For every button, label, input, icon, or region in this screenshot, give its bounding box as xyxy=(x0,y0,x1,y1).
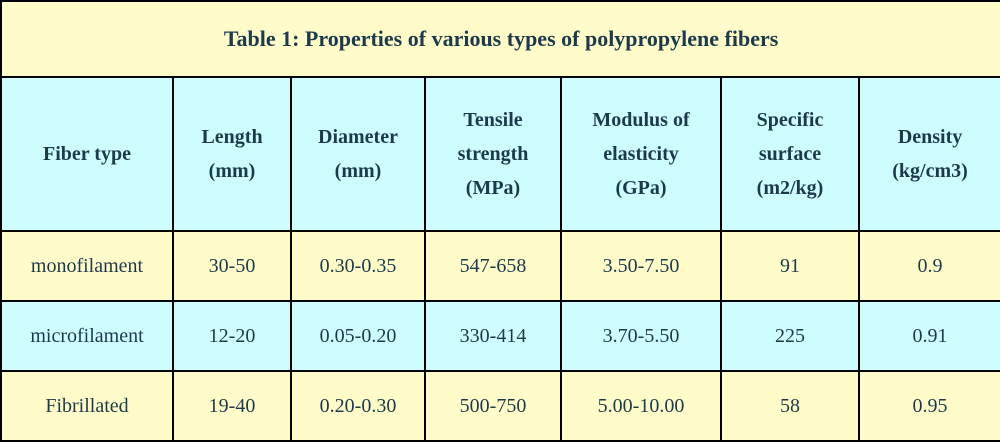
cell-density: 0.9 xyxy=(857,230,1000,302)
cell-diameter: 0.20-0.30 xyxy=(290,370,426,442)
header-length: Length (mm) xyxy=(172,76,292,232)
table-row: microfilament 12-20 0.05-0.20 330-414 3.… xyxy=(0,300,1000,372)
cell-specific-surface: 91 xyxy=(720,230,860,302)
header-line: Length xyxy=(201,126,263,148)
header-tensile-strength: Tensile strength (MPa) xyxy=(424,76,562,232)
header-line: elasticity xyxy=(603,143,679,165)
header-line: strength xyxy=(457,143,529,165)
header-line: surface xyxy=(758,143,822,165)
cell-tensile-strength: 547-658 xyxy=(424,230,562,302)
cell-specific-surface: 225 xyxy=(720,300,860,372)
cell-fiber-type: Fibrillated xyxy=(0,370,174,442)
header-line: (mm) xyxy=(208,160,256,182)
header-line: Fiber type xyxy=(43,143,131,165)
header-line: Density xyxy=(897,126,963,148)
header-line: (kg/cm3) xyxy=(892,160,968,182)
header-line: (mm) xyxy=(334,160,382,182)
header-fiber-type: Fiber type xyxy=(0,76,174,232)
cell-length: 30-50 xyxy=(172,230,292,302)
header-line: Modulus of xyxy=(592,109,690,131)
cell-diameter: 0.05-0.20 xyxy=(290,300,426,372)
header-specific-surface: Specific surface (m2/kg) xyxy=(720,76,860,232)
header-line: (MPa) xyxy=(465,177,521,199)
cell-length: 12-20 xyxy=(172,300,292,372)
cell-density: 0.95 xyxy=(857,370,1000,442)
header-line: (GPa) xyxy=(615,177,667,199)
cell-diameter: 0.30-0.35 xyxy=(290,230,426,302)
header-line: (m2/kg) xyxy=(756,177,824,199)
table-row: Fibrillated 19-40 0.20-0.30 500-750 5.00… xyxy=(0,370,1000,442)
cell-tensile-strength: 500-750 xyxy=(424,370,562,442)
header-line: Tensile xyxy=(463,109,523,131)
cell-length: 19-40 xyxy=(172,370,292,442)
cell-modulus: 5.00-10.00 xyxy=(560,370,722,442)
header-modulus-of-elasticity: Modulus of elasticity (GPa) xyxy=(560,76,722,232)
cell-modulus: 3.70-5.50 xyxy=(560,300,722,372)
cell-tensile-strength: 330-414 xyxy=(424,300,562,372)
table-title: Table 1: Properties of various types of … xyxy=(0,0,1000,78)
table-row: monofilament 30-50 0.30-0.35 547-658 3.5… xyxy=(0,230,1000,302)
header-diameter: Diameter (mm) xyxy=(290,76,426,232)
cell-specific-surface: 58 xyxy=(720,370,860,442)
cell-modulus: 3.50-7.50 xyxy=(560,230,722,302)
cell-density: 0.91 xyxy=(857,300,1000,372)
header-density: Density (kg/cm3) xyxy=(857,76,1000,232)
header-row: Fiber type Length (mm) Diameter (mm) Ten… xyxy=(0,76,1000,232)
header-line: Diameter xyxy=(318,126,398,148)
cell-fiber-type: monofilament xyxy=(0,230,174,302)
cell-fiber-type: microfilament xyxy=(0,300,174,372)
header-line: Specific xyxy=(756,109,824,131)
